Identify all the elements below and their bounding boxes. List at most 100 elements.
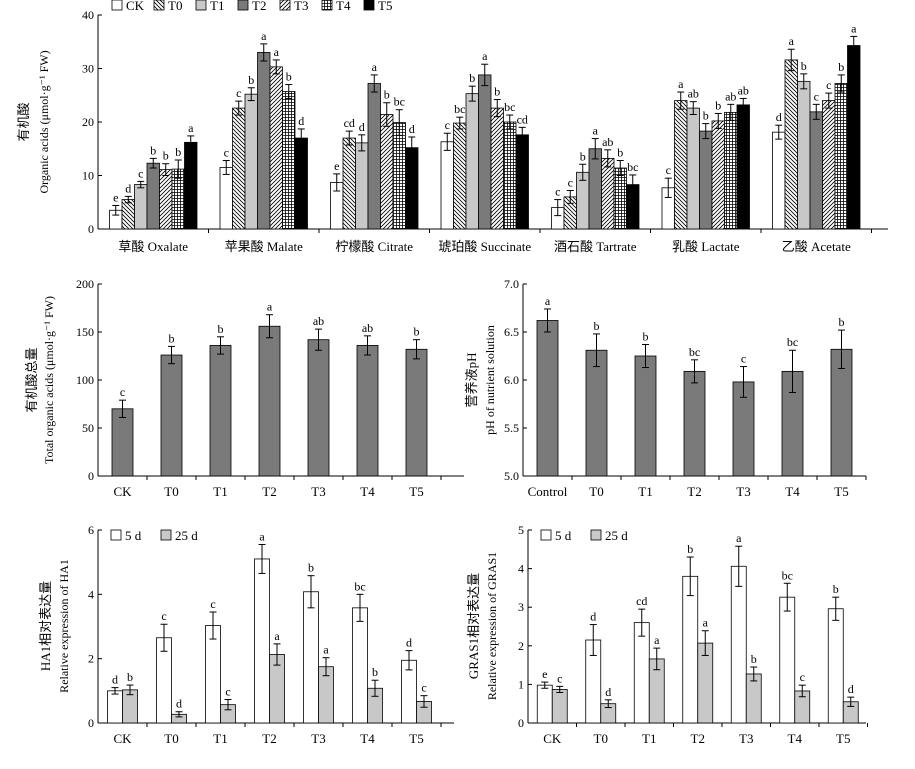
significance-letter: b (839, 315, 845, 329)
significance-letter: b (715, 98, 721, 112)
bar (613, 167, 627, 230)
bar (269, 66, 283, 230)
significance-letter: d (776, 110, 782, 124)
x-tick-label: T0 (594, 731, 608, 746)
significance-letter: c (210, 597, 215, 611)
significance-letter: b (687, 542, 693, 556)
significance-letter: e (334, 159, 339, 173)
x-tick-label: 苹果酸 Malate (225, 239, 304, 254)
bar (730, 565, 747, 724)
significance-letter: b (469, 71, 475, 85)
legend: 5 d 25 d (540, 528, 628, 543)
bar (515, 134, 529, 230)
significance-letter: c (161, 609, 166, 623)
significance-letter: b (643, 329, 649, 343)
y-axis-label-cn: 营养液pH (464, 353, 479, 408)
y-tick-label: 1 (518, 677, 524, 691)
y-tick-label: 200 (76, 277, 94, 291)
x-tick-label: T2 (691, 731, 705, 746)
significance-letter: a (259, 529, 265, 543)
y-axis-label: Relative expression of HA1 (57, 559, 71, 693)
significance-letter: bc (394, 95, 405, 109)
y-axis-label-cn: HA1相对表达量 (38, 581, 53, 671)
bar (682, 575, 699, 724)
x-tick-label: T3 (311, 731, 325, 746)
significance-letter: c (138, 166, 143, 180)
significance-letter: a (372, 60, 378, 74)
bar (711, 120, 725, 230)
significance-letter: c (568, 175, 573, 189)
bar (536, 320, 559, 477)
bar (352, 607, 368, 724)
significance-letter: b (751, 652, 757, 666)
bar (827, 608, 844, 724)
significance-letter: b (248, 73, 254, 87)
significance-letter: b (372, 665, 378, 679)
bar (258, 325, 281, 477)
bar (134, 184, 148, 230)
legend-label: 5 d (125, 528, 142, 543)
legend-label: T2 (252, 0, 266, 13)
legend: 5 d 25 d (110, 528, 198, 543)
bar (440, 141, 454, 230)
significance-letter: c (557, 671, 562, 685)
bar (797, 80, 811, 230)
bar (342, 137, 356, 230)
legend-swatch (590, 529, 602, 541)
y-tick-label: 4 (88, 587, 94, 601)
legend-swatch (110, 529, 122, 541)
significance-letter: d (406, 636, 412, 650)
x-tick-label: T0 (589, 484, 603, 499)
bar (536, 684, 553, 724)
significance-letter: c (826, 78, 831, 92)
bar (674, 100, 688, 230)
significance-letter: b (580, 149, 586, 163)
x-tick-label: T1 (213, 731, 227, 746)
chart-gras1: 0 1 2 3 4 5 GRAS1相对表达量 Relative expression of G… (466, 523, 868, 746)
significance-letter: b (801, 59, 807, 73)
bar (634, 355, 657, 477)
y-tick-label: 2 (88, 652, 94, 666)
x-tick-label: T5 (834, 484, 848, 499)
significance-letter: b (494, 85, 500, 99)
x-tick-label: T3 (739, 731, 753, 746)
significance-letter: cd (517, 112, 528, 126)
x-tick-label: T1 (213, 484, 227, 499)
bar (736, 104, 750, 230)
y-axis-label-cn: GRAS1相对表达量 (466, 573, 481, 679)
bar (834, 83, 848, 230)
x-tick-label: T3 (311, 484, 325, 499)
x-tick-label: T5 (836, 731, 850, 746)
significance-letter: bc (354, 579, 365, 593)
significance-letter: cd (636, 594, 647, 608)
y-tick-label: 5.5 (504, 421, 519, 435)
legend-swatch (363, 0, 375, 11)
legend-swatch (237, 0, 249, 11)
significance-letter: c (120, 385, 125, 399)
significance-letter: a (274, 629, 280, 643)
bar (380, 114, 394, 230)
x-tick-label: T2 (262, 731, 276, 746)
bar (809, 111, 823, 230)
significance-letter: b (218, 322, 224, 336)
bar (146, 162, 160, 230)
bar (490, 107, 504, 230)
bar (453, 122, 467, 230)
bar (107, 690, 123, 724)
legend-swatch (153, 0, 165, 11)
significance-letter: bc (627, 160, 638, 174)
bar (244, 93, 258, 230)
x-tick-label: 草酸 Oxalate (118, 239, 188, 254)
legend-label: T4 (336, 0, 351, 13)
bar (356, 345, 379, 477)
y-axis-label-cn: 有机酸总量 (24, 347, 39, 412)
bar (588, 148, 602, 230)
significance-letter: d (112, 673, 118, 687)
bar (465, 93, 479, 230)
x-tick-label: CK (543, 731, 562, 746)
legend-label: T5 (378, 0, 392, 13)
y-tick-label: 40 (82, 8, 94, 22)
significance-letter: b (308, 561, 314, 575)
y-tick-label: 10 (82, 169, 94, 183)
